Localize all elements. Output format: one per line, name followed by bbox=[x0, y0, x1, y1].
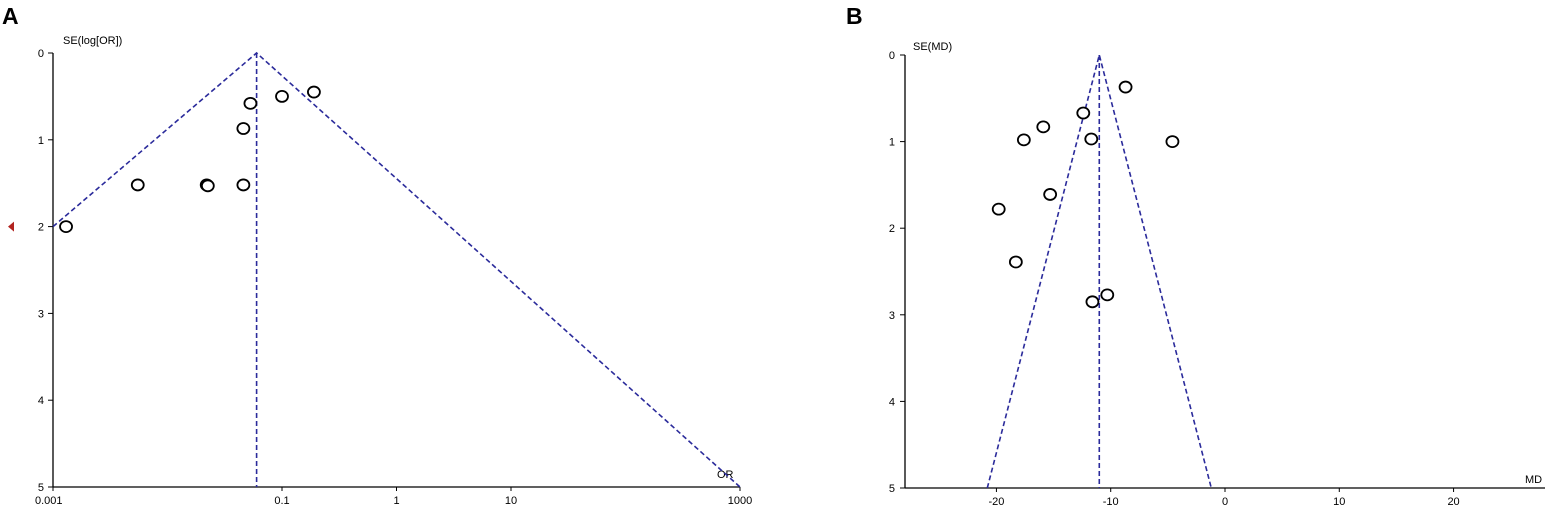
x-tick-label-a: 10 bbox=[505, 495, 517, 507]
y-tick-label-b: 1 bbox=[889, 137, 895, 149]
data-point-b bbox=[1008, 255, 1023, 269]
data-point-b bbox=[1036, 120, 1051, 134]
data-point-a bbox=[236, 178, 251, 192]
data-point-a bbox=[243, 96, 258, 110]
x-tick-label-b: 10 bbox=[1333, 496, 1345, 508]
funnel-plot-b: B SE(MD) MD 0 1 2 3 4 5 -20 -10 0 10 20 bbox=[846, 3, 1545, 508]
y-tick-label-a: 4 bbox=[38, 395, 44, 407]
y-tick-label-b: 0 bbox=[889, 50, 895, 62]
x-tick-label-b: -20 bbox=[988, 496, 1004, 508]
y-axis-title-b: SE(MD) bbox=[913, 41, 952, 53]
x-tick-label-a: 0.001 bbox=[35, 495, 63, 507]
panel-letter-b: B bbox=[846, 3, 863, 29]
y-tick-label-a: 5 bbox=[38, 482, 44, 494]
x-tick-label-a: 1000 bbox=[728, 495, 752, 507]
data-point-b bbox=[1165, 135, 1180, 149]
data-point-a bbox=[200, 179, 215, 193]
data-point-b bbox=[991, 202, 1006, 216]
x-tick-label-a: 1 bbox=[393, 495, 399, 507]
data-point-a bbox=[307, 85, 321, 99]
data-point-a bbox=[130, 178, 145, 192]
data-point-b bbox=[1118, 80, 1133, 94]
funnel-lines-b bbox=[986, 51, 1213, 489]
data-point-a bbox=[275, 90, 289, 103]
data-point-a bbox=[236, 122, 251, 135]
x-tick-label-a: 0.1 bbox=[274, 495, 289, 507]
x-axis-title-a: OR bbox=[717, 469, 734, 481]
y-tick-label-a: 3 bbox=[38, 308, 44, 320]
x-tick-label-b: -10 bbox=[1103, 496, 1119, 508]
panel-letter-a: A bbox=[2, 3, 19, 29]
data-point-b bbox=[1043, 188, 1058, 201]
x-axis-title-b: MD bbox=[1525, 474, 1542, 486]
data-point-b bbox=[1084, 132, 1099, 146]
data-point-b bbox=[1076, 106, 1091, 120]
y-tick-label-a: 0 bbox=[38, 48, 44, 60]
y-tick-label-b: 2 bbox=[889, 223, 895, 235]
data-point-a bbox=[59, 220, 73, 234]
x-tick-label-b: 0 bbox=[1222, 496, 1228, 508]
x-tick-label-b: 20 bbox=[1447, 496, 1459, 508]
funnel-lines-a bbox=[52, 51, 741, 488]
data-point-b bbox=[1085, 295, 1100, 309]
red-arrow-marker bbox=[8, 221, 14, 232]
y-tick-label-a: 1 bbox=[38, 135, 44, 147]
y-tick-label-b: 3 bbox=[889, 310, 895, 322]
y-axis-title-a: SE(log[OR]) bbox=[63, 35, 122, 47]
y-tick-label-b: 4 bbox=[889, 396, 895, 408]
data-point-b bbox=[1100, 288, 1115, 302]
y-tick-label-a: 2 bbox=[38, 222, 44, 234]
data-point-b bbox=[1016, 133, 1031, 147]
y-tick-label-b: 5 bbox=[889, 483, 895, 495]
funnel-plot-a: A SE(log[OR]) OR 0 1 2 3 4 5 0.001 0.1 1 10 1000 bbox=[2, 3, 752, 507]
